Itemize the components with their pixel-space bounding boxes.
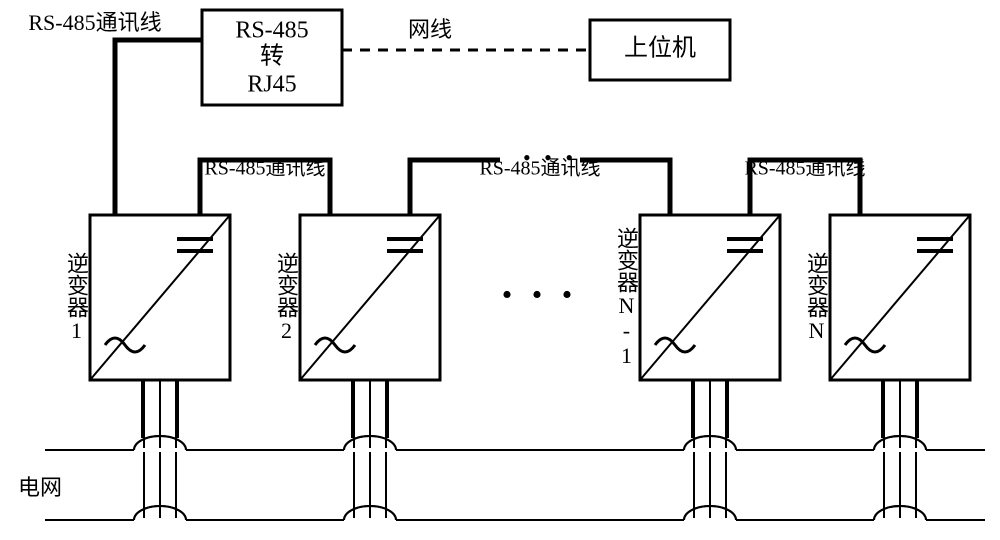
svg-text:RS-485通讯线: RS-485通讯线 <box>744 157 865 180</box>
svg-text:逆变器N-1: 逆变器N-1 <box>614 227 639 368</box>
svg-text:RJ45: RJ45 <box>247 72 296 98</box>
system-diagram: RS-485转RJ45 上位机 网线 RS-485通讯线逆变器1 逆变器2 逆变器N-1 逆… <box>0 0 1000 540</box>
svg-text:RS-485通讯线: RS-485通讯线 <box>28 10 161 35</box>
svg-text:转: 转 <box>260 43 284 70</box>
svg-text:逆变器2: 逆变器2 <box>274 252 299 343</box>
svg-text:网线: 网线 <box>408 17 452 42</box>
svg-text:逆变器1: 逆变器1 <box>64 252 89 343</box>
svg-text:电网: 电网 <box>18 475 62 500</box>
svg-text:上位机: 上位机 <box>624 35 696 62</box>
svg-text:逆变器N: 逆变器N <box>804 252 829 343</box>
svg-text:• • •: • • • <box>502 278 579 311</box>
svg-text:RS-485: RS-485 <box>235 18 308 44</box>
svg-text:RS-485通讯线: RS-485通讯线 <box>204 157 325 180</box>
svg-text:RS-485通讯线: RS-485通讯线 <box>479 157 600 180</box>
